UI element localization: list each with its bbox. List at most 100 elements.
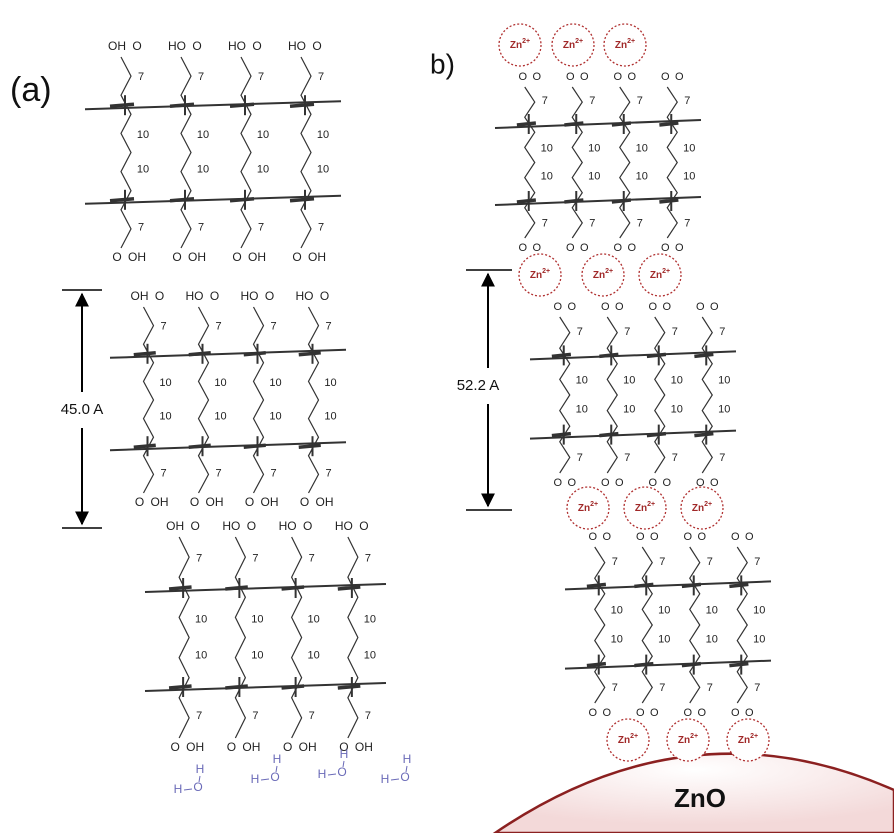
chain	[737, 547, 747, 703]
group-label: 7	[612, 556, 618, 568]
chain	[301, 57, 311, 248]
water-atom: O	[400, 770, 409, 784]
group-label: 7	[365, 553, 371, 565]
group-label: 7	[612, 682, 618, 694]
ion-element: Zn	[678, 735, 690, 746]
head-group: O	[675, 242, 684, 254]
head-group: O	[190, 519, 199, 533]
spacing-label: 52.2 A	[457, 377, 500, 394]
head-group: O	[648, 477, 657, 489]
group-label: 7	[325, 320, 331, 332]
head-group: OH	[128, 250, 146, 264]
water-atom: H	[340, 747, 349, 761]
head-group: HO	[228, 39, 246, 53]
chain	[348, 537, 358, 738]
ion-element: Zn	[692, 503, 704, 514]
group-label: 10	[308, 649, 320, 661]
head-group: O	[588, 707, 597, 719]
bond	[338, 686, 361, 688]
group-label: 7	[589, 218, 595, 230]
head-group: O	[567, 301, 576, 313]
head-group: O	[518, 242, 527, 254]
group-label: 10	[683, 170, 695, 182]
group-label: 10	[636, 170, 648, 182]
group-label: 7	[672, 452, 678, 464]
bond	[134, 353, 156, 355]
bond	[517, 200, 536, 202]
bond	[599, 434, 618, 436]
ion-charge: 2+	[662, 268, 670, 275]
head-group: HO	[222, 519, 240, 533]
group-label: 10	[541, 170, 553, 182]
group-label: 7	[160, 320, 166, 332]
group-label: 7	[637, 95, 643, 107]
water-atom: O	[270, 770, 279, 784]
head-group: O	[745, 707, 754, 719]
head-group: O	[265, 289, 274, 303]
bond	[290, 104, 314, 106]
group-label: 10	[269, 411, 281, 423]
head-group: O	[532, 242, 541, 254]
head-group: OH	[308, 250, 326, 264]
head-group: OH	[316, 495, 334, 509]
group-label: 10	[576, 375, 588, 387]
group-label: 10	[658, 633, 670, 645]
bond	[552, 434, 571, 436]
bond	[170, 104, 194, 106]
ion-element: Zn	[635, 503, 647, 514]
group-label: 10	[588, 142, 600, 154]
group-label: 7	[196, 710, 202, 722]
group-label: 7	[215, 320, 221, 332]
bond	[230, 199, 254, 201]
head-group: OH	[248, 250, 266, 264]
group-label: 10	[611, 633, 623, 645]
bond	[244, 445, 266, 447]
head-group: O	[292, 250, 301, 264]
group-label: 7	[637, 218, 643, 230]
bond	[634, 584, 653, 586]
bond	[552, 354, 571, 356]
head-group: HO	[296, 289, 314, 303]
group-label: 7	[719, 326, 725, 338]
water-atom: H	[403, 752, 412, 766]
head-group: O	[580, 242, 589, 254]
head-group: O	[602, 707, 611, 719]
ion-element: Zn	[650, 270, 662, 281]
group-label: 7	[542, 95, 548, 107]
ion-charge: 2+	[542, 268, 550, 275]
group-label: 10	[753, 605, 765, 617]
chain	[642, 547, 652, 703]
group-label: 10	[251, 613, 263, 625]
group-label: 7	[252, 710, 258, 722]
chain	[309, 307, 319, 493]
head-group: O	[170, 740, 179, 754]
group-label: 10	[257, 129, 269, 141]
group-label: 7	[309, 710, 315, 722]
head-group: O	[580, 71, 589, 83]
ion-charge: 2+	[630, 733, 638, 740]
bond	[682, 664, 701, 666]
bond	[225, 587, 248, 589]
group-label: 10	[137, 129, 149, 141]
group-label: 10	[623, 403, 635, 415]
substrate-label: ZnO	[674, 783, 726, 813]
bond	[729, 664, 748, 666]
group-label: 10	[718, 375, 730, 387]
water-bond	[391, 779, 399, 780]
bond	[694, 434, 713, 436]
head-group: O	[615, 477, 624, 489]
bond	[647, 434, 666, 436]
head-group: O	[650, 531, 659, 543]
group-label: 10	[706, 633, 718, 645]
chain	[179, 537, 189, 738]
ion-charge: 2+	[522, 38, 530, 45]
bond	[282, 686, 305, 688]
head-group: O	[518, 71, 527, 83]
spacing-label: 45.0 A	[61, 401, 104, 418]
bond	[230, 104, 254, 106]
head-group: O	[155, 289, 164, 303]
chain	[560, 317, 570, 473]
group-label: 7	[624, 452, 630, 464]
chain	[292, 537, 302, 738]
group-label: 7	[270, 320, 276, 332]
